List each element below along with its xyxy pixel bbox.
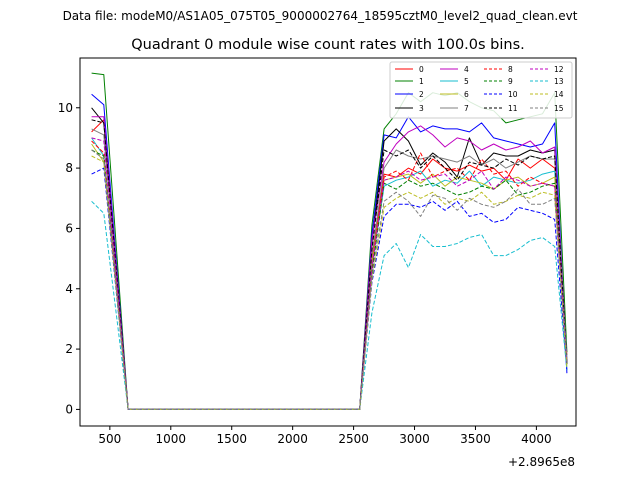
series-line-1	[91, 72, 568, 410]
y-tick-label: 0	[65, 402, 73, 416]
series-line-6	[91, 143, 568, 410]
legend-label-9: 9	[508, 77, 513, 86]
series-line-8	[91, 140, 568, 410]
series-line-0	[91, 119, 568, 410]
legend-label-1: 1	[419, 77, 424, 86]
series-line-11	[91, 119, 568, 410]
x-tick-label: 2500	[338, 432, 369, 446]
x-offset-label: +2.8965e8	[508, 455, 575, 469]
x-tick-label: 4000	[521, 432, 552, 446]
legend-label-2: 2	[419, 90, 424, 99]
series-layer	[91, 72, 568, 410]
series-line-5	[91, 137, 568, 410]
legend-label-3: 3	[419, 104, 424, 113]
legend-label-8: 8	[508, 65, 513, 74]
series-line-15	[91, 149, 568, 410]
legend-label-14: 14	[554, 90, 564, 99]
y-tick-label: 10	[58, 101, 73, 115]
x-tick-label: 1000	[156, 432, 187, 446]
series-line-12	[91, 137, 568, 410]
legend-label-4: 4	[464, 65, 469, 74]
x-tick-label: 3000	[399, 432, 430, 446]
legend-label-10: 10	[508, 90, 518, 99]
data-file-label: Data file: modeM0/AS1A05_075T05_90000027…	[63, 9, 578, 23]
y-tick-label: 4	[65, 282, 73, 296]
y-tick-label: 2	[65, 342, 73, 356]
series-line-2	[91, 93, 568, 410]
x-tick-label: 3500	[460, 432, 491, 446]
legend-label-6: 6	[464, 90, 469, 99]
axes-layer: 500 1000 1500 2000 2500 3000 3500 4000 0 2 4 6 8 10	[58, 101, 552, 446]
legend-label-11: 11	[508, 104, 518, 113]
legend-box	[389, 61, 573, 119]
series-line-13	[91, 200, 568, 410]
series-line-9	[91, 149, 568, 410]
x-tick-label: 2000	[277, 432, 308, 446]
legend-label-7: 7	[464, 104, 469, 113]
x-tick-label: 1500	[216, 432, 247, 446]
y-tick-label: 6	[65, 221, 73, 235]
plot-frame	[79, 57, 577, 427]
legend-label-0: 0	[419, 65, 424, 74]
legend-label-5: 5	[464, 77, 469, 86]
legend-label-13: 13	[554, 77, 564, 86]
legend-label-15: 15	[554, 104, 564, 113]
chart-title: Quadrant 0 module wise count rates with …	[131, 37, 525, 53]
x-tick-label: 500	[98, 432, 121, 446]
y-tick-label: 8	[65, 161, 73, 175]
series-line-7	[91, 128, 568, 410]
series-line-3	[91, 107, 568, 410]
series-line-14	[91, 155, 568, 410]
legend-label-12: 12	[554, 65, 564, 74]
